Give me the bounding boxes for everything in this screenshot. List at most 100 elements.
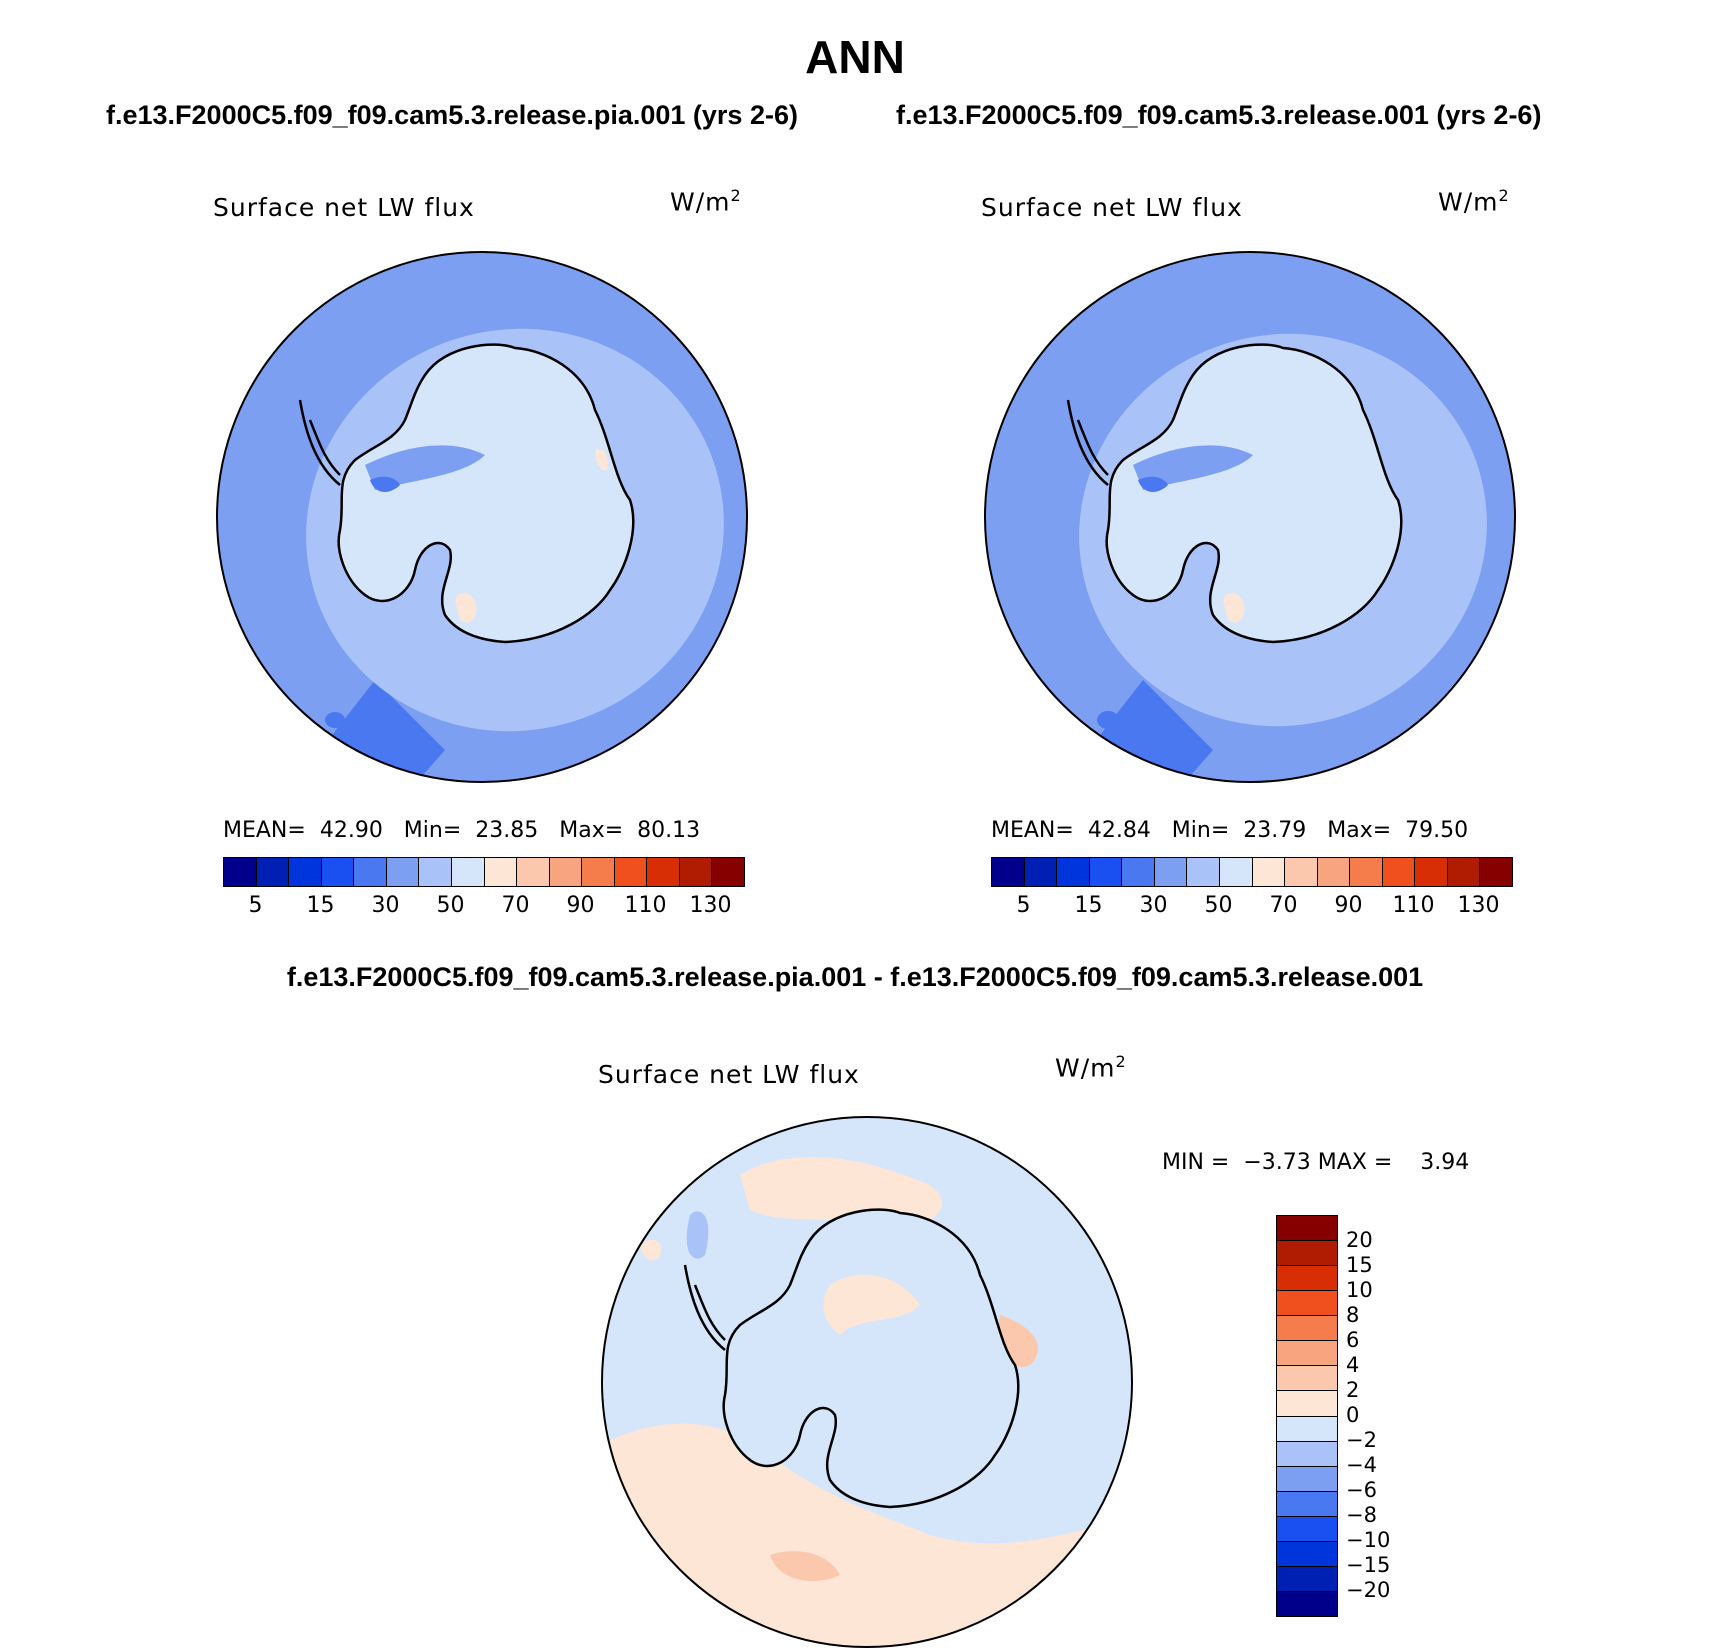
diff-colorbar-swatch (1277, 1315, 1337, 1341)
colorbar-swatch (1446, 858, 1480, 886)
colorbar-tick-label: 130 (1457, 893, 1500, 918)
colorbar-swatch (992, 858, 1024, 886)
panel-2-stats: MEAN= 42.84 Min= 23.79 Max= 79.50 (991, 818, 1469, 843)
diff-coastline (722, 1208, 1020, 1509)
colorbar-tick-label: 30 (1139, 893, 1168, 918)
panel-2-polar-map (984, 251, 1516, 783)
diff-colorbar-swatch (1277, 1565, 1337, 1591)
colorbar-tick-label: 5 (1016, 893, 1031, 918)
diff-title: f.e13.F2000C5.f09_f09.cam5.3.release.pia… (286, 962, 1424, 992)
colorbar-tick-label: 15 (1074, 893, 1103, 918)
colorbar-tick-label: 110 (624, 893, 667, 918)
panel-1-coastline (337, 343, 635, 644)
diff-colorbar-swatch (1277, 1216, 1337, 1241)
colorbar-swatch (581, 858, 614, 886)
colorbar-swatch (1414, 858, 1447, 886)
colorbar-tick-label: 50 (1204, 893, 1233, 918)
colorbar-swatch (1381, 858, 1415, 886)
panel-1-units: W/m2 (670, 186, 742, 217)
panel-2-colorbar-ticks: 5 15 30 50 70 90 110 130 (991, 893, 1511, 923)
colorbar-swatch (1284, 858, 1317, 886)
diff-colorbar-tick-label: 2 (1346, 1378, 1360, 1402)
main-title: ANN (805, 31, 905, 83)
diff-colorbar-tick-label: 0 (1346, 1403, 1360, 1427)
colorbar-tick-label: 50 (436, 893, 465, 918)
colorbar-swatch (385, 858, 419, 886)
colorbar-tick-label: 90 (566, 893, 595, 918)
colorbar-swatch (1316, 858, 1350, 886)
panel-2-antarctica-field (1106, 344, 1402, 642)
colorbar-swatch (353, 858, 386, 886)
diff-colorbar-tick-label: −20 (1346, 1578, 1391, 1602)
diff-colorbar-swatch (1277, 1540, 1337, 1566)
colorbar-swatch (1056, 858, 1089, 886)
diff-colorbar-swatch (1277, 1440, 1337, 1466)
colorbar-tick-label: 70 (1269, 893, 1298, 918)
panel-1-stats: MEAN= 42.90 Min= 23.85 Max= 80.13 (223, 818, 701, 843)
diff-colorbar-swatch (1277, 1590, 1337, 1616)
diff-colorbar-tick-label: −2 (1346, 1428, 1377, 1452)
diff-colorbar-tick-label: 15 (1346, 1253, 1373, 1277)
diff-colorbar-tick-label: 10 (1346, 1278, 1373, 1302)
panel-2-units: W/m2 (1438, 186, 1510, 217)
diff-colorbar-tick-label: 8 (1346, 1303, 1360, 1327)
diff-colorbar-swatch (1277, 1515, 1337, 1541)
colorbar-swatch (288, 858, 321, 886)
colorbar-swatch (678, 858, 712, 886)
diff-colorbar (1276, 1215, 1338, 1617)
colorbar-swatch (418, 858, 451, 886)
colorbar-swatch (1088, 858, 1122, 886)
colorbar-swatch (224, 858, 256, 886)
diff-colorbar-swatch (1277, 1365, 1337, 1391)
diff-colorbar-ticks: 20 15 10 8 6 4 2 0 −2 −4 −6 −8 −10 −15 −20 (1346, 1215, 1426, 1615)
colorbar-swatch (1121, 858, 1154, 886)
colorbar-tick-label: 30 (371, 893, 400, 918)
diff-colorbar-swatch (1277, 1415, 1337, 1441)
colorbar-swatch (255, 858, 289, 886)
colorbar-swatch (320, 858, 354, 886)
diff-polar-map (601, 1116, 1133, 1648)
colorbar-tick-label: 5 (248, 893, 263, 918)
panel-1-variable-label: Surface net LW flux (213, 193, 475, 222)
panel-2-coastline (1105, 343, 1403, 644)
diff-min-max: MIN = −3.73 MAX = 3.94 (1162, 1150, 1470, 1175)
diff-colorbar-swatch (1277, 1465, 1337, 1491)
colorbar-swatch (613, 858, 647, 886)
colorbar-swatch (1479, 858, 1512, 886)
diff-variable-label: Surface net LW flux (598, 1060, 860, 1089)
colorbar-swatch (483, 858, 517, 886)
diff-colorbar-tick-label: 6 (1346, 1328, 1360, 1352)
diff-colorbar-swatch (1277, 1490, 1337, 1516)
panel-2-case-title: f.e13.F2000C5.f09_f09.cam5.3.release.001… (896, 100, 1542, 130)
panel-1-polar-map (216, 251, 748, 783)
panel-1-case-title: f.e13.F2000C5.f09_f09.cam5.3.release.pia… (106, 100, 798, 130)
panel-1-antarctica-field (338, 344, 634, 642)
colorbar-tick-label: 110 (1392, 893, 1435, 918)
diff-colorbar-swatch (1277, 1390, 1337, 1416)
diff-colorbar-tick-label: −15 (1346, 1553, 1391, 1577)
colorbar-tick-label: 70 (501, 893, 530, 918)
panel-1-colorbar (223, 857, 745, 887)
diff-units: W/m2 (1055, 1052, 1127, 1083)
colorbar-tick-label: 130 (689, 893, 732, 918)
diff-colorbar-swatch (1277, 1265, 1337, 1291)
diff-colorbar-tick-label: −4 (1346, 1453, 1377, 1477)
colorbar-swatch (1218, 858, 1252, 886)
colorbar-swatch (711, 858, 744, 886)
panel-1-colorbar-ticks: 5 15 30 50 70 90 110 130 (223, 893, 743, 923)
colorbar-swatch (1153, 858, 1187, 886)
diff-colorbar-tick-label: 4 (1346, 1353, 1360, 1377)
diff-colorbar-tick-label: −10 (1346, 1528, 1391, 1552)
diff-colorbar-tick-label: 20 (1346, 1228, 1373, 1252)
colorbar-swatch (516, 858, 549, 886)
diff-colorbar-swatch (1277, 1240, 1337, 1266)
colorbar-swatch (646, 858, 679, 886)
diff-colorbar-swatch (1277, 1340, 1337, 1366)
diff-colorbar-tick-label: −6 (1346, 1478, 1377, 1502)
colorbar-swatch (1186, 858, 1219, 886)
panel-2-variable-label: Surface net LW flux (981, 193, 1243, 222)
panel-2-colorbar (991, 857, 1513, 887)
diff-colorbar-tick-label: −8 (1346, 1503, 1377, 1527)
colorbar-swatch (548, 858, 582, 886)
diff-colorbar-swatch (1277, 1290, 1337, 1316)
